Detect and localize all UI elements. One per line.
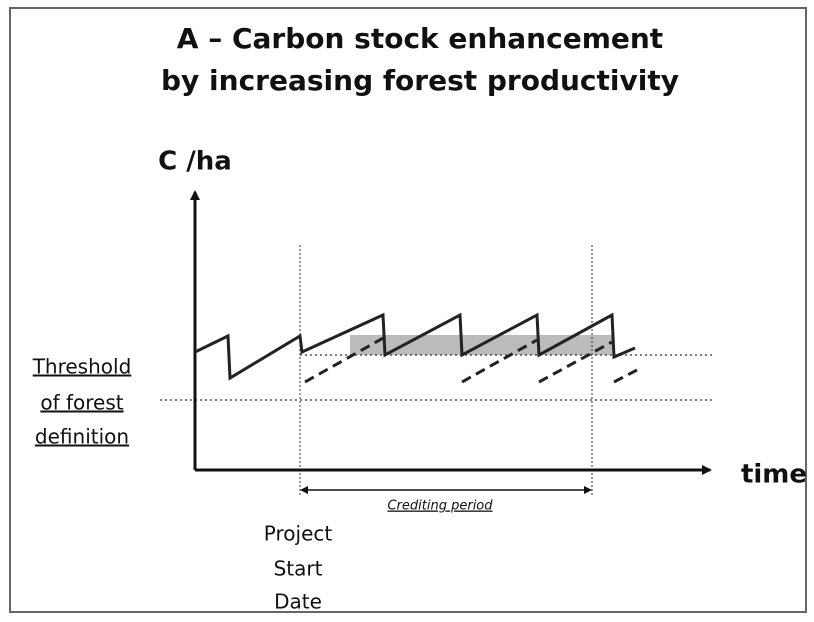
baseline-segment [613, 368, 638, 384]
threshold-label: Threshold [32, 355, 132, 379]
threshold-label: of forest [40, 391, 123, 415]
baseline-segment [538, 340, 613, 384]
y-axis-label: C /ha [158, 147, 232, 177]
project-start-label: Start [274, 557, 323, 581]
title-line: A – Carbon stock enhancement [177, 22, 663, 55]
title-line: by increasing forest productivity [161, 64, 679, 97]
frame [9, 7, 807, 613]
baseline-segment [461, 338, 538, 384]
project-curve [194, 312, 636, 381]
project-start-label: Project [264, 522, 333, 546]
threshold-label: definition [35, 425, 129, 449]
x-axis-label: time [741, 460, 807, 490]
baseline-curve [304, 335, 638, 384]
crediting-label: Crediting period [387, 499, 493, 514]
project-start-label: Date [274, 590, 322, 614]
